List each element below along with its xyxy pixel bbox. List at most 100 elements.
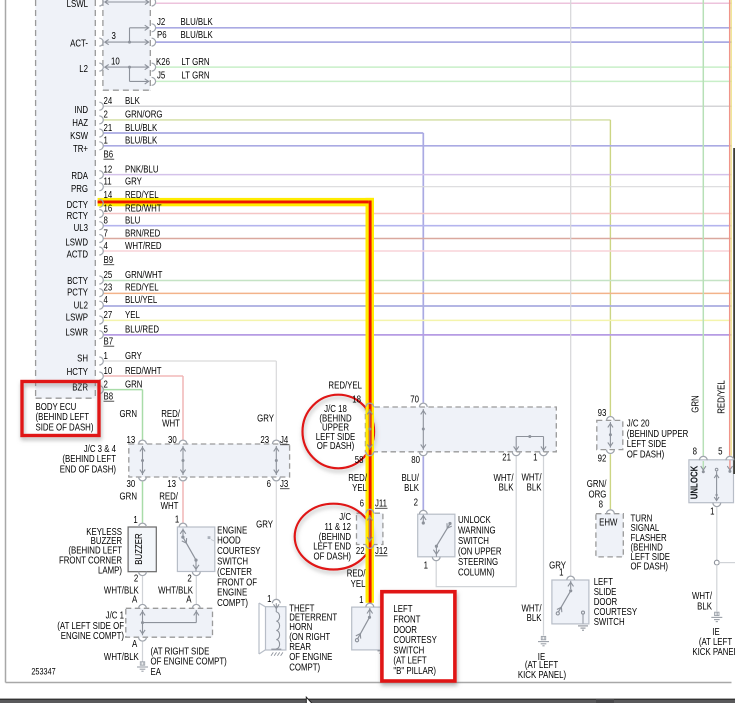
svg-text:1: 1 xyxy=(133,514,137,525)
svg-text:5: 5 xyxy=(104,324,108,335)
svg-text:WARNING: WARNING xyxy=(458,525,496,536)
svg-text:BLK: BLK xyxy=(125,95,140,106)
svg-text:1: 1 xyxy=(104,350,108,361)
svg-text:A: A xyxy=(132,594,137,605)
svg-text:(BEHIND: (BEHIND xyxy=(631,542,663,553)
svg-text:J2: J2 xyxy=(157,16,165,27)
svg-text:J/C 18: J/C 18 xyxy=(324,403,347,414)
svg-text:RED/: RED/ xyxy=(348,472,367,483)
svg-text:25: 25 xyxy=(104,269,113,280)
svg-text:GRN: GRN xyxy=(690,395,701,412)
svg-text:FLASHER: FLASHER xyxy=(631,532,667,543)
svg-text:SWITCH: SWITCH xyxy=(217,556,248,567)
svg-text:2: 2 xyxy=(104,109,108,120)
svg-text:COMPT): COMPT) xyxy=(217,597,248,608)
svg-text:4: 4 xyxy=(104,294,108,305)
svg-text:27: 27 xyxy=(104,309,113,320)
svg-text:7: 7 xyxy=(104,228,108,239)
svg-text:253347: 253347 xyxy=(31,667,56,677)
svg-text:(BEHIND: (BEHIND xyxy=(319,531,351,542)
svg-text:OF ENGINE: OF ENGINE xyxy=(289,651,332,662)
svg-text:ACTD: ACTD xyxy=(67,249,88,260)
svg-text:BLK: BLK xyxy=(527,612,542,623)
svg-text:30: 30 xyxy=(168,434,177,445)
svg-text:(AT LEFT SIDE OF: (AT LEFT SIDE OF xyxy=(57,620,124,631)
svg-text:4: 4 xyxy=(104,240,108,251)
svg-text:LEFT: LEFT xyxy=(594,576,614,587)
svg-text:(BEHIND LEFT: (BEHIND LEFT xyxy=(62,453,116,464)
svg-text:IE: IE xyxy=(538,651,546,662)
svg-text:(AT LEFT: (AT LEFT xyxy=(393,655,427,666)
svg-text:K26: K26 xyxy=(156,56,170,67)
svg-text:J/C 1: J/C 1 xyxy=(106,610,124,621)
svg-text:58: 58 xyxy=(355,454,364,465)
svg-text:GRN/WHT: GRN/WHT xyxy=(125,269,163,280)
svg-text:PRG: PRG xyxy=(71,183,88,194)
svg-text:2: 2 xyxy=(104,379,108,390)
svg-text:5: 5 xyxy=(718,446,722,457)
svg-text:GRY: GRY xyxy=(125,350,142,361)
svg-text:10: 10 xyxy=(111,56,120,67)
svg-text:B6: B6 xyxy=(104,149,114,160)
svg-text:LSWP: LSWP xyxy=(66,312,88,323)
svg-text:L2: L2 xyxy=(79,63,88,74)
svg-text:FRONT OF: FRONT OF xyxy=(217,577,257,588)
svg-text:BLU/BLK: BLU/BLK xyxy=(125,135,157,146)
svg-text:KICK PANEL): KICK PANEL) xyxy=(692,646,735,657)
svg-text:13: 13 xyxy=(126,434,135,445)
svg-text:(BEHIND LEFT: (BEHIND LEFT xyxy=(68,545,122,556)
svg-text:BLU/BLK: BLU/BLK xyxy=(125,122,157,133)
svg-text:WHT/BLK: WHT/BLK xyxy=(158,585,193,596)
svg-text:BCTY: BCTY xyxy=(67,275,88,286)
svg-text:6: 6 xyxy=(267,478,271,489)
svg-text:DOOR: DOOR xyxy=(594,596,618,607)
svg-text:BLK: BLK xyxy=(499,482,514,493)
svg-text:COURTESY: COURTESY xyxy=(217,545,261,556)
svg-text:30: 30 xyxy=(126,478,135,489)
svg-text:(ON RIGHT: (ON RIGHT xyxy=(289,631,331,642)
svg-text:RDA: RDA xyxy=(71,170,88,181)
svg-text:21: 21 xyxy=(502,452,511,463)
svg-text:RED/WHT: RED/WHT xyxy=(125,203,162,214)
svg-text:(AT LEFT: (AT LEFT xyxy=(525,659,559,670)
svg-text:RED/: RED/ xyxy=(347,568,366,579)
svg-text:SWITCH: SWITCH xyxy=(393,645,424,656)
svg-text:TURN: TURN xyxy=(631,513,653,524)
svg-text:FRONT CORNER: FRONT CORNER xyxy=(59,555,122,566)
svg-text:LEFT END: LEFT END xyxy=(313,541,351,552)
svg-text:REAR: REAR xyxy=(289,641,311,652)
svg-text:RED/YEL: RED/YEL xyxy=(125,189,159,200)
svg-text:(BEHIND: (BEHIND xyxy=(319,413,351,424)
svg-text:1: 1 xyxy=(104,135,108,146)
svg-text:"B" PILLAR): "B" PILLAR) xyxy=(393,665,436,676)
svg-text:OF DASH): OF DASH) xyxy=(631,561,669,572)
svg-text:COMPT): COMPT) xyxy=(289,662,320,673)
svg-text:A: A xyxy=(186,594,191,605)
svg-text:8: 8 xyxy=(693,446,697,457)
svg-text:OF DASH): OF DASH) xyxy=(314,551,352,562)
svg-text:(CENTER: (CENTER xyxy=(217,566,252,577)
svg-text:SLIDE: SLIDE xyxy=(594,586,617,597)
svg-text:RED/WHT: RED/WHT xyxy=(125,365,162,376)
svg-text:11: 11 xyxy=(104,176,112,187)
svg-text:RED/YEL: RED/YEL xyxy=(328,380,362,391)
svg-text:BZR: BZR xyxy=(72,382,88,393)
svg-text:1: 1 xyxy=(710,506,714,517)
svg-text:WHT/RED: WHT/RED xyxy=(125,240,162,251)
svg-text:RCTY: RCTY xyxy=(67,210,88,221)
svg-text:BLU/: BLU/ xyxy=(402,472,420,483)
svg-text:BLU: BLU xyxy=(125,215,140,226)
svg-text:14: 14 xyxy=(104,189,113,200)
svg-text:OF DASH): OF DASH) xyxy=(627,449,665,460)
svg-text:STEERING: STEERING xyxy=(458,556,498,567)
svg-text:11 & 12: 11 & 12 xyxy=(325,521,352,532)
svg-text:WHT/: WHT/ xyxy=(493,472,514,483)
svg-text:UPPER: UPPER xyxy=(322,422,349,433)
svg-text:12: 12 xyxy=(104,164,113,175)
svg-text:ENGINE: ENGINE xyxy=(217,587,247,598)
svg-text:21: 21 xyxy=(104,122,113,133)
svg-text:IE: IE xyxy=(712,626,720,637)
svg-text:ENGINE COMPT): ENGINE COMPT) xyxy=(61,630,124,641)
svg-text:23: 23 xyxy=(260,434,269,445)
svg-text:BODY ECU: BODY ECU xyxy=(36,401,77,412)
